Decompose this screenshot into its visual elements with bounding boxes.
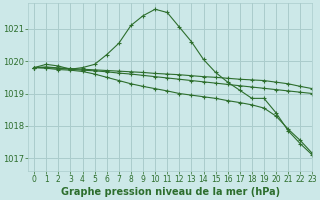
X-axis label: Graphe pression niveau de la mer (hPa): Graphe pression niveau de la mer (hPa): [61, 187, 280, 197]
